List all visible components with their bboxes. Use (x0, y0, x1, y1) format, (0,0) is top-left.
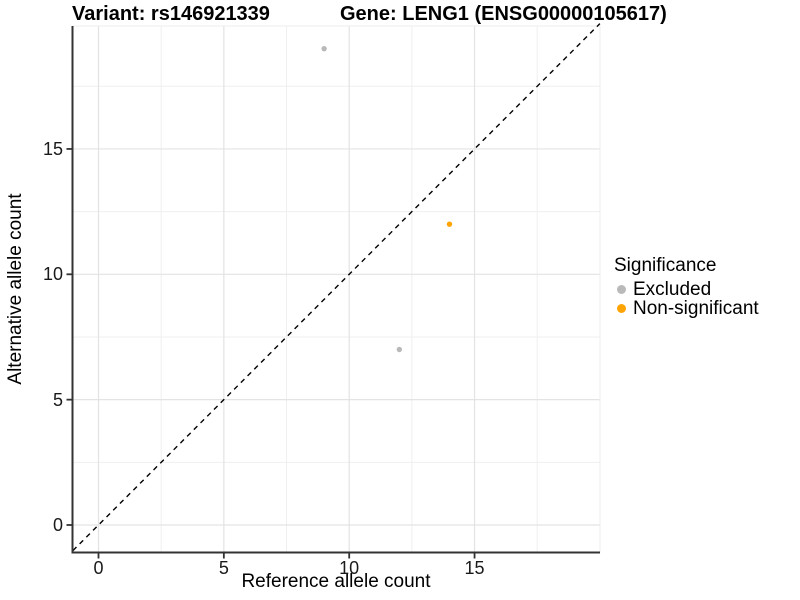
x-tick-label: 0 (93, 558, 104, 578)
y-tick-label: 0 (52, 515, 63, 535)
legend-item: Excluded (614, 278, 759, 300)
legend: Significance Excluded Non-significant (614, 255, 759, 319)
y-tick-label: 15 (42, 138, 63, 159)
legend-dot-icon (617, 304, 626, 313)
x-tick-label: 10 (339, 558, 360, 578)
legend-item: Non-significant (614, 297, 759, 319)
legend-title: Significance (614, 255, 717, 276)
gene-title: Gene: LENG1 (ENSG00000105617) (340, 3, 667, 25)
data-point-excluded (396, 346, 403, 353)
y-tick-label: 10 (42, 264, 63, 285)
x-tick-label: 15 (464, 558, 485, 578)
legend-item-label: Excluded (633, 278, 712, 300)
data-point-excluded (321, 45, 327, 52)
legend-item-label: Non-significant (633, 297, 759, 319)
identity-line (72, 23, 601, 552)
x-axis-label: Reference allele count (241, 571, 431, 592)
legend-dot-icon (617, 285, 626, 294)
legend-items: Excluded Non-significant (614, 278, 759, 319)
data-point-non-significant (446, 221, 453, 227)
variant-title: Variant: rs146921339 (72, 3, 270, 25)
x-tick-label: 5 (218, 558, 229, 578)
y-tick-label: 5 (52, 389, 63, 410)
